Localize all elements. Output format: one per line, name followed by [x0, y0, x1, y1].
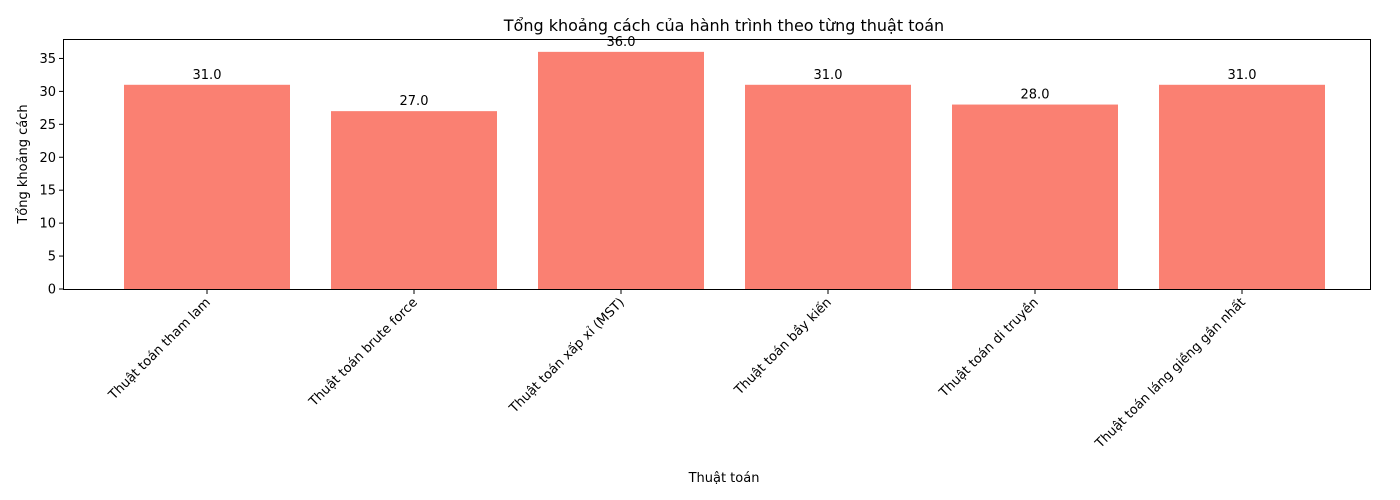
y-tick-label: 35: [39, 52, 56, 67]
x-tick-label: Thuật toán tham lam: [105, 295, 213, 403]
y-tick-label: 30: [39, 85, 56, 100]
y-axis-label: Tổng khoảng cách: [16, 104, 31, 224]
bar: [952, 104, 1118, 289]
x-tick-label: Thuật toán xấp xỉ (MST): [506, 295, 628, 417]
y-tick-label: 15: [39, 184, 56, 199]
x-tick-label: Thuật toán bầy kiến: [731, 295, 835, 399]
bar: [538, 51, 704, 289]
x-tick-label: Thuật toán di truyền: [936, 295, 1042, 401]
data-label: 31.0: [193, 68, 222, 83]
bar: [745, 84, 911, 290]
bar: [124, 84, 290, 290]
data-label: 28.0: [1021, 88, 1050, 103]
data-label: 36.0: [607, 35, 636, 50]
plot-frame: [63, 39, 1371, 290]
bar: [1159, 84, 1325, 290]
chart-title: Tổng khoảng cách của hành trình theo từn…: [503, 16, 944, 35]
bar: [331, 111, 497, 290]
y-tick-label: 20: [39, 151, 56, 166]
x-tick-label: Thuật toán láng giềng gần nhất: [1092, 295, 1249, 452]
y-tick-label: 0: [48, 283, 56, 298]
y-tick-label: 5: [48, 250, 56, 265]
y-tick-label: 10: [39, 217, 56, 232]
y-tick-label: 25: [39, 118, 56, 133]
data-label: 27.0: [400, 94, 429, 109]
data-label: 31.0: [814, 68, 843, 83]
data-label: 31.0: [1228, 68, 1257, 83]
plot-area: 31.0 27.0 36.0 31.0 28.0 31.0: [124, 35, 1325, 290]
x-tick-label: Thuật toán brute force: [306, 295, 421, 410]
x-axis-label: Thuật toán: [688, 471, 760, 486]
